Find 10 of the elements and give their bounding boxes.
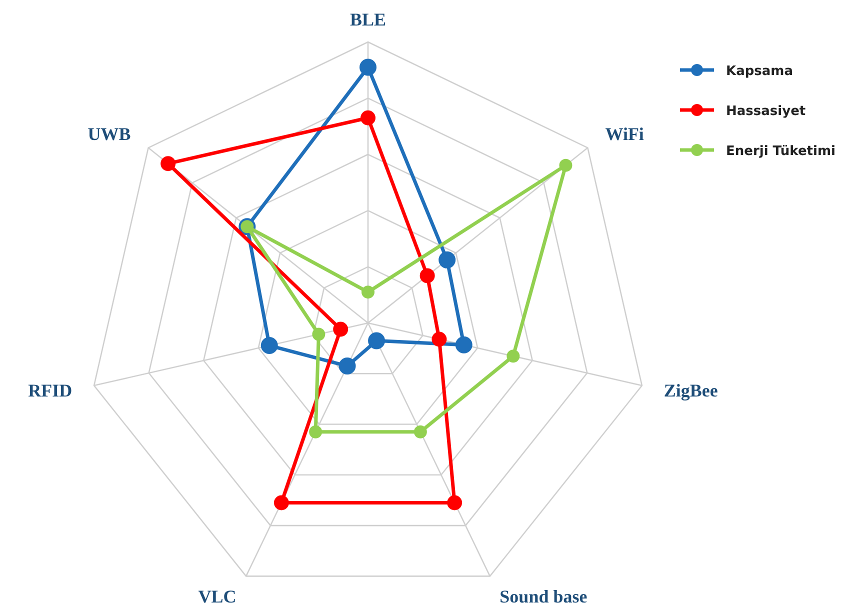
spoke-label: BLE [350, 10, 386, 30]
legend-label: Kapsama [726, 64, 793, 79]
spoke-label: ZigBee [664, 380, 718, 401]
spoke-label: WiFi [605, 124, 644, 144]
spoke-label: Sound base [500, 586, 588, 606]
spoke-label: VLC [198, 586, 236, 606]
legend-label: Enerji Tüketimi [726, 144, 836, 159]
spoke-label: UWB [88, 124, 131, 144]
legend-label: Hassasiyet [726, 104, 806, 119]
spoke-label: RFID [28, 380, 72, 401]
